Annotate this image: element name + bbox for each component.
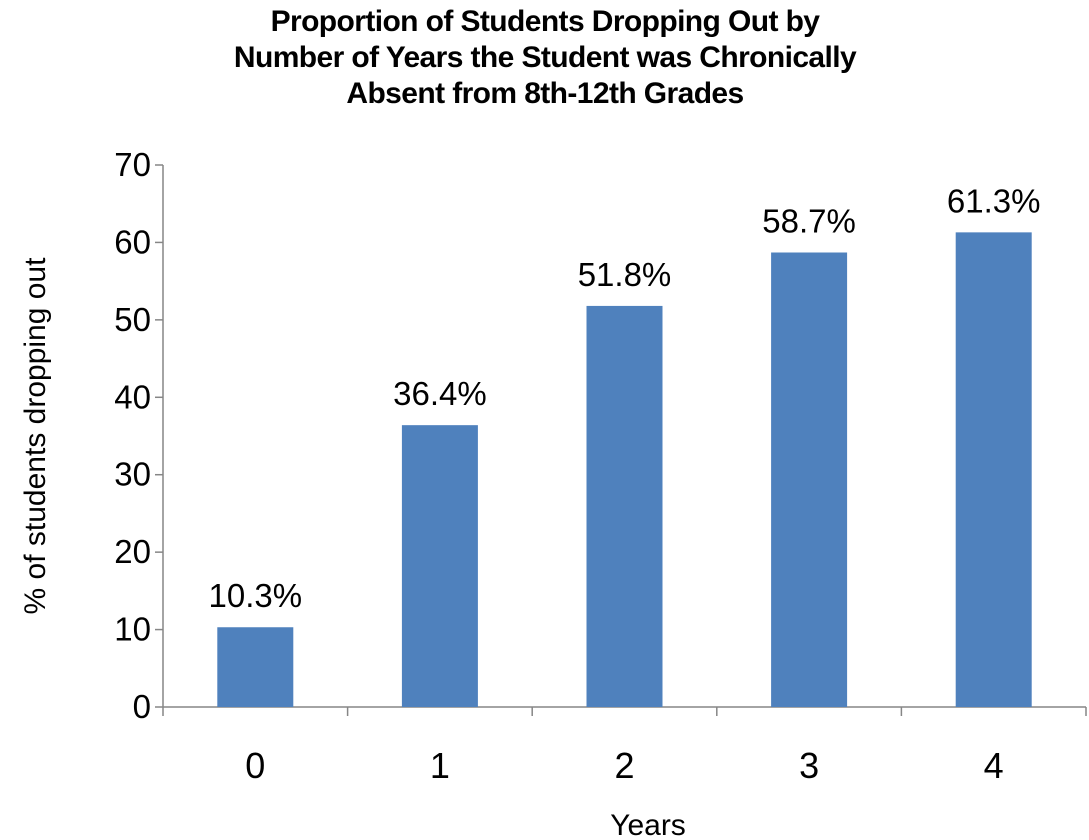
y-tick-label: 70	[114, 146, 151, 183]
chart-title: Proportion of Students Dropping Out by N…	[150, 4, 940, 112]
bar	[401, 425, 478, 707]
y-tick-label: 0	[133, 688, 151, 725]
data-label: 51.8%	[578, 256, 672, 293]
y-tick-label: 30	[114, 456, 151, 493]
x-axis-title: Years	[610, 809, 686, 840]
bar	[955, 232, 1032, 707]
bar	[586, 305, 663, 707]
bar	[771, 252, 848, 707]
data-label: 10.3%	[209, 577, 303, 614]
chart-title-line-2: Number of Years the Student was Chronica…	[233, 41, 857, 74]
y-tick-label: 20	[114, 533, 151, 570]
x-tick-label: 0	[245, 745, 265, 786]
x-tick-label: 1	[430, 745, 450, 786]
y-tick-label: 40	[114, 378, 151, 415]
y-tick-label: 60	[114, 223, 151, 260]
data-label: 58.7%	[762, 202, 856, 239]
plot-area: 0 10 20 30 40 50 60 70 10.3% 0 36.4% 1 51.8% 2 58.7% 3 6…	[114, 146, 1087, 786]
y-tick-label: 50	[114, 301, 151, 338]
y-tick-label: 10	[114, 611, 151, 648]
chart-title-line-3: Absent from 8th-12th Grades	[346, 77, 744, 110]
x-tick-label: 4	[984, 745, 1004, 786]
x-tick-label: 3	[799, 745, 819, 786]
bar	[217, 627, 294, 707]
data-label: 36.4%	[393, 375, 487, 412]
y-axis-title: % of students dropping out	[19, 257, 52, 615]
data-label: 61.3%	[947, 182, 1041, 219]
x-tick-label: 2	[614, 745, 634, 786]
chart-title-line-1: Proportion of Students Dropping Out by	[270, 5, 820, 38]
